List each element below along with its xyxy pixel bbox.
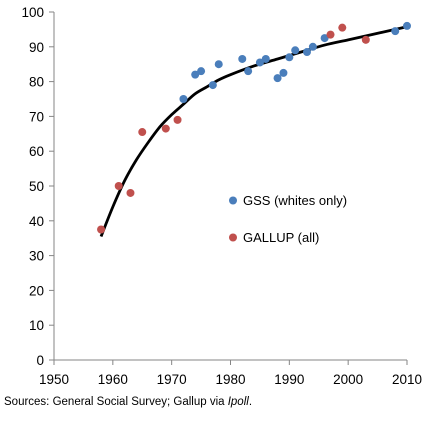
y-tick-label: 90 (29, 40, 44, 55)
gss-point (403, 22, 411, 30)
legend-marker (229, 234, 237, 242)
x-tick-label: 1960 (98, 372, 128, 387)
y-tick-label: 70 (29, 109, 44, 124)
gallup-point (362, 36, 370, 44)
gallup-point (338, 24, 346, 32)
axes (54, 12, 407, 360)
gallup-point (97, 226, 105, 234)
y-tick-label: 100 (21, 5, 44, 20)
gallup-point (115, 182, 123, 190)
gss-point (391, 27, 399, 35)
gss-point (238, 55, 246, 63)
source-suffix: . (249, 396, 252, 408)
x-tick-label: 1980 (215, 372, 245, 387)
gallup-point (126, 189, 134, 197)
gss-point (179, 95, 187, 103)
gss-point (197, 67, 205, 75)
gss-point (209, 81, 217, 89)
x-tick-label: 2010 (392, 372, 422, 387)
y-tick-label: 10 (29, 318, 44, 333)
x-tick-label: 1950 (39, 372, 69, 387)
gss-point (309, 43, 317, 51)
y-tick-label: 0 (36, 353, 44, 368)
x-tick-label: 1990 (274, 372, 304, 387)
source-note: Sources: General Social Survey; Gallup v… (4, 396, 252, 408)
gss-point (244, 67, 252, 75)
legend-marker (229, 197, 237, 205)
gallup-point (162, 125, 170, 133)
source-prefix: Sources: General Social Survey; Gallup v… (4, 396, 228, 408)
gallup-point (138, 128, 146, 136)
y-tick-label: 40 (29, 214, 44, 229)
gss-point (285, 53, 293, 61)
x-tick-label: 2000 (333, 372, 363, 387)
legend-label: GALLUP (all) (243, 230, 319, 245)
legend: GSS (whites only) GALLUP (all) (229, 193, 347, 245)
y-tick-label: 20 (29, 283, 44, 298)
gss-point (262, 55, 270, 63)
gss-point (291, 46, 299, 54)
gss-point (215, 60, 223, 68)
y-tick-label: 80 (29, 75, 44, 90)
source-emphasis: Ipoll (228, 396, 249, 408)
y-tick-label: 50 (29, 179, 44, 194)
y-tick-label: 60 (29, 144, 44, 159)
gallup-point (174, 116, 182, 124)
gallup-point (327, 31, 335, 39)
gss-point (279, 69, 287, 77)
y-tick-label: 30 (29, 249, 44, 264)
x-tick-label: 1970 (157, 372, 187, 387)
legend-label: GSS (whites only) (243, 193, 347, 208)
